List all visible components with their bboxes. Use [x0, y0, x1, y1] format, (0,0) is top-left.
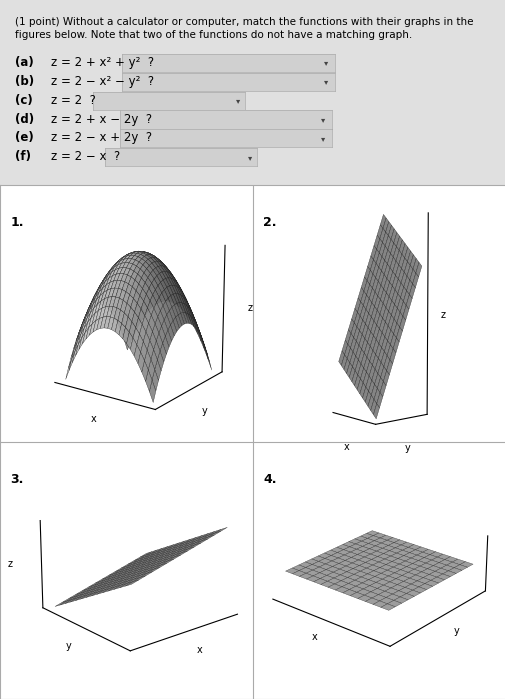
Text: ▾: ▾: [236, 96, 240, 105]
Y-axis label: y: y: [66, 640, 72, 651]
Text: z = 2 + x² + y²  ?: z = 2 + x² + y² ?: [50, 56, 154, 69]
Text: 3.: 3.: [10, 473, 23, 486]
Text: z = 2 − x + 2y  ?: z = 2 − x + 2y ?: [50, 131, 152, 145]
Text: (a): (a): [15, 56, 34, 69]
Y-axis label: y: y: [404, 443, 410, 453]
Y-axis label: y: y: [201, 406, 207, 416]
Text: ▾: ▾: [321, 134, 325, 143]
Text: z = 2  ?: z = 2 ?: [50, 94, 95, 107]
Y-axis label: y: y: [453, 626, 459, 636]
Text: z = 2 − x² − y²  ?: z = 2 − x² − y² ?: [50, 75, 154, 88]
Text: ▾: ▾: [324, 78, 328, 86]
Text: ▾: ▾: [247, 153, 251, 161]
Text: 2.: 2.: [263, 216, 276, 229]
Text: figures below. Note that two of the functions do not have a matching graph.: figures below. Note that two of the func…: [15, 30, 412, 40]
Text: z = 2 − x  ?: z = 2 − x ?: [50, 150, 120, 164]
Text: ▾: ▾: [324, 59, 328, 67]
Text: (1 point) Without a calculator or computer, match the functions with their graph: (1 point) Without a calculator or comput…: [15, 17, 473, 27]
X-axis label: x: x: [312, 632, 317, 642]
Text: (b): (b): [15, 75, 34, 88]
X-axis label: x: x: [343, 442, 349, 452]
X-axis label: x: x: [196, 645, 201, 655]
Text: 4.: 4.: [263, 473, 276, 486]
X-axis label: x: x: [90, 414, 96, 424]
Text: z = 2 + x − 2y  ?: z = 2 + x − 2y ?: [50, 113, 152, 126]
Text: (d): (d): [15, 113, 34, 126]
Text: ▾: ▾: [321, 115, 325, 124]
Text: (c): (c): [15, 94, 33, 107]
Text: (f): (f): [15, 150, 31, 164]
Text: (e): (e): [15, 131, 34, 145]
Text: 1.: 1.: [10, 216, 24, 229]
